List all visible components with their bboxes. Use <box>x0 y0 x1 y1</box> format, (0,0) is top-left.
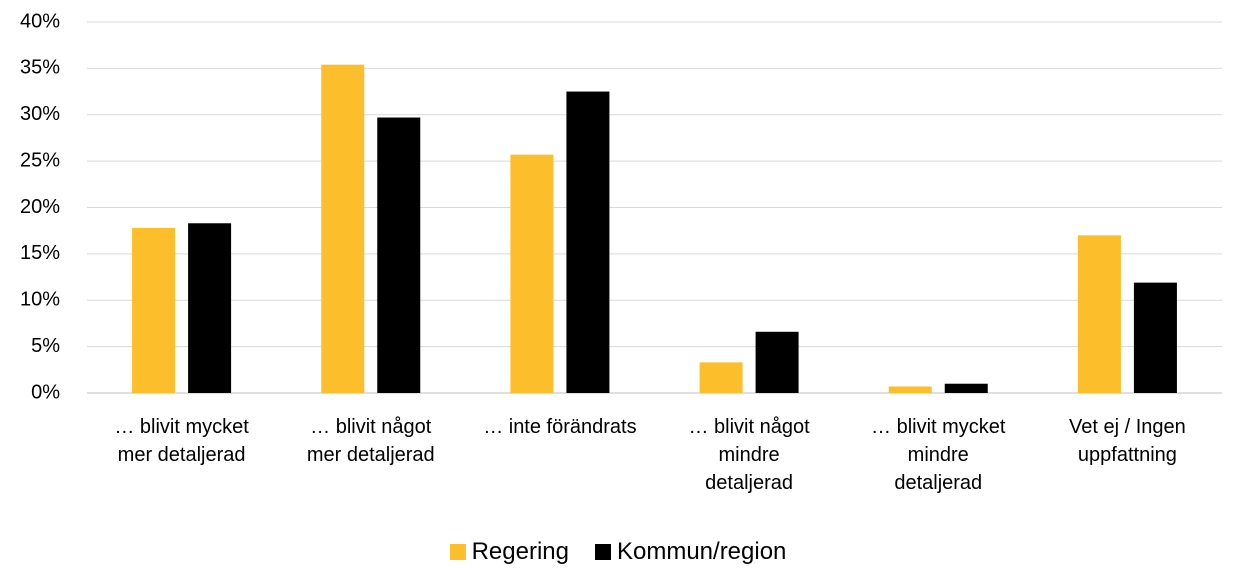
x-tick-label: … blivit mycket mindre detaljerad <box>871 416 1006 494</box>
legend-item: Kommun/region <box>594 538 787 566</box>
bar <box>699 362 743 393</box>
y-tick-label: 20% <box>20 196 60 218</box>
bar <box>888 386 932 393</box>
y-tick-label: 30% <box>20 103 60 125</box>
bar <box>1077 235 1121 393</box>
y-tick-label: 5% <box>31 335 60 357</box>
y-tick-label: 40% <box>20 10 60 32</box>
bar <box>188 223 232 393</box>
y-tick-label: 0% <box>31 381 60 403</box>
bar <box>321 64 365 393</box>
x-tick-label: … inte förändrats <box>483 416 637 438</box>
bar <box>566 91 610 393</box>
bar <box>510 154 554 393</box>
x-tick-label: … blivit mycket mer detaljerad <box>114 416 249 466</box>
bar <box>755 331 799 393</box>
x-tick-label: Vet ej / Ingen uppfattning <box>1069 416 1186 466</box>
y-tick-label: 15% <box>20 242 60 264</box>
x-tick-label: … blivit något mer detaljerad <box>306 416 435 466</box>
legend-item: Regering <box>449 538 569 566</box>
legend-swatch <box>594 544 611 560</box>
bar <box>944 383 988 393</box>
legend-swatch <box>449 544 466 560</box>
y-tick-label: 10% <box>20 289 60 311</box>
bar <box>377 117 421 393</box>
y-tick-label: 35% <box>20 57 60 79</box>
bar <box>1133 282 1177 393</box>
legend-label: Regering <box>471 538 569 565</box>
y-tick-label: 25% <box>20 149 60 171</box>
x-tick-label: … blivit något mindre detaljerad <box>688 416 810 494</box>
legend-label: Kommun/region <box>616 538 787 565</box>
bar <box>132 227 176 393</box>
legend: Regering Kommun/region <box>0 538 1236 566</box>
